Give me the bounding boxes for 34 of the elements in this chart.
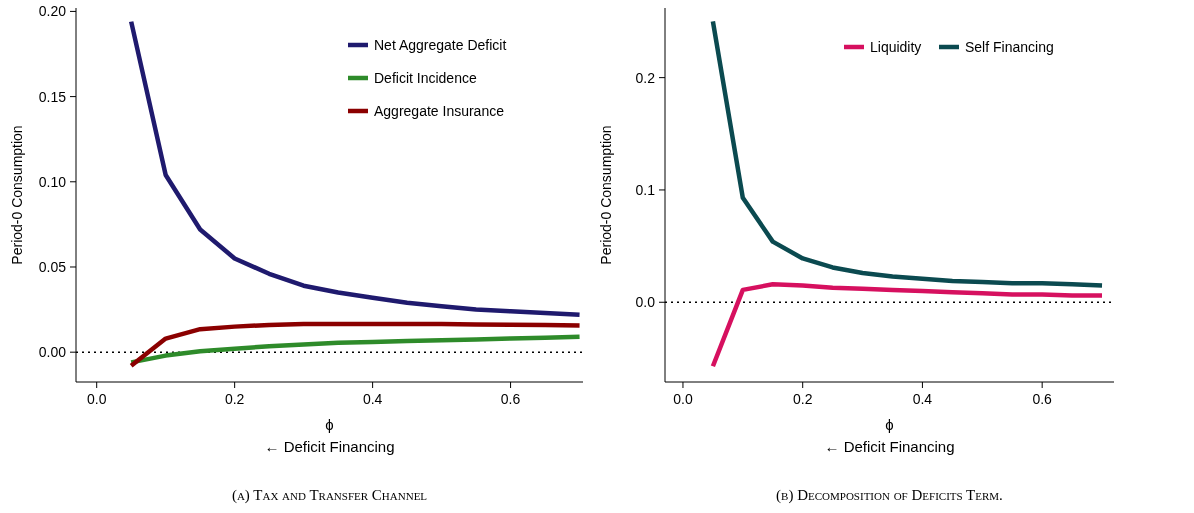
x-axis-title: ϕ (325, 416, 334, 433)
x-tick-label: 0.2 (224, 391, 245, 407)
x-tick-label: 0.6 (500, 391, 521, 407)
y-tick-label: 0.2 (635, 69, 656, 86)
y-tick-label: 0.05 (38, 258, 67, 275)
x-tick-label: 0.0 (673, 391, 693, 407)
legend-label: Aggregate Insurance (374, 103, 505, 119)
line-series (710, 19, 1105, 288)
line-series (128, 334, 582, 365)
x-tick-label: 0.4 (362, 391, 383, 407)
y-tick-label: 0.0 (635, 294, 656, 311)
y-tick-label: 0.15 (38, 88, 67, 105)
legend-label: Net Aggregate Deficit (374, 37, 507, 53)
text: (a) Tax and Transfer Channel (231, 487, 428, 504)
line-series (710, 282, 1105, 369)
y-tick-label: 0.20 (38, 3, 67, 20)
y-tick-label: 0.00 (38, 344, 67, 361)
line-series (128, 19, 582, 317)
legend-label: Deficit Incidence (374, 70, 477, 86)
x-tick-label: 0.2 (792, 391, 813, 407)
y-tick-label: 0.1 (635, 181, 656, 198)
x-axis-title: ϕ (885, 416, 894, 433)
text: ← Deficit Financing (264, 438, 395, 455)
y-axis-title: Period-0 Consumption (9, 125, 25, 265)
y-tick-label: 0.10 (38, 173, 67, 190)
x-tick-label: 0.6 (1032, 391, 1053, 407)
x-tick-label: 0.0 (86, 391, 107, 407)
x-tick-label: 0.4 (912, 391, 933, 407)
text: ← Deficit Financing (824, 438, 955, 455)
legend-label: Self Financing (965, 39, 1054, 55)
y-axis-title: Period-0 Consumption (598, 125, 614, 265)
text: (b) Decomposition of Deficits Term. (776, 487, 1003, 504)
line-series (128, 321, 582, 369)
legend-label: Liquidity (870, 39, 922, 55)
